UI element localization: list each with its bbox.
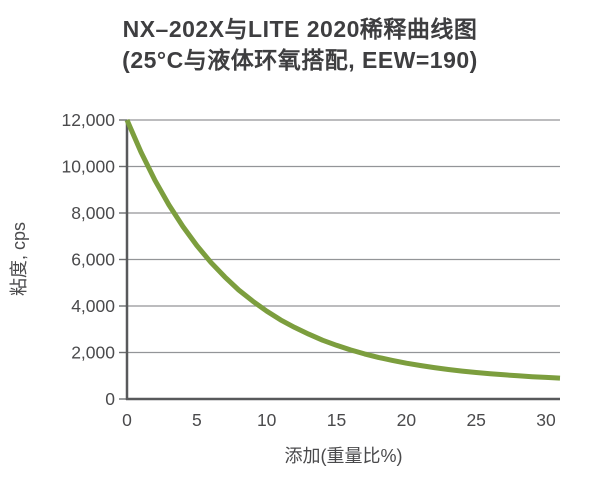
y-tick-label: 6,000 [71,250,115,270]
y-tick-label: 4,000 [71,296,115,316]
x-tick-label: 0 [122,410,132,430]
y-tick-label: 12,000 [61,110,115,130]
x-tick-label: 25 [466,410,485,430]
x-tick-label: 20 [397,410,417,430]
x-tick-label: 10 [257,410,277,430]
x-tick-label: 15 [327,410,346,430]
x-tick-label: 30 [536,410,556,430]
x-axis-title: 添加(重量比%) [284,446,403,466]
chart-title-line2: (25°C与液体环氧搭配, EEW=190) [122,47,478,73]
y-tick-label: 2,000 [71,343,115,363]
y-tick-label: 10,000 [61,157,115,177]
y-tick-label: 8,000 [71,203,115,223]
y-tick-label: 0 [105,389,115,409]
x-tick-label: 5 [192,410,202,430]
dilution-curve [124,119,561,381]
y-axis-title: 粘度, cps [9,222,29,297]
chart-title-line1: NX–202X与LITE 2020稀释曲线图 [122,16,478,42]
chart-title: NX–202X与LITE 2020稀释曲线图 (25°C与液体环氧搭配, EEW… [0,14,600,76]
